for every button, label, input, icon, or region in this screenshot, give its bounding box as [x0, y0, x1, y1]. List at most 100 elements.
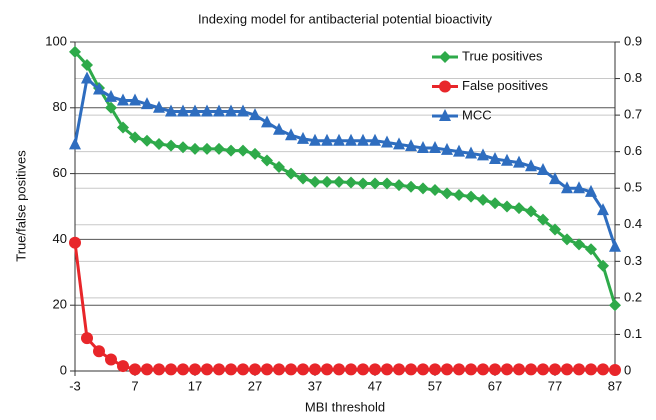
point: [141, 134, 153, 147]
point: [429, 363, 441, 376]
point: [105, 353, 117, 366]
point: [249, 363, 261, 376]
point: [609, 364, 621, 377]
point: [321, 363, 333, 376]
point: [453, 363, 465, 376]
point: [453, 188, 465, 201]
point: [309, 133, 321, 146]
point: [117, 360, 129, 373]
x-tick-label: -3: [69, 378, 81, 393]
y-axis-label: True/false positives: [13, 150, 28, 262]
point: [417, 141, 429, 154]
x-tick-label: 67: [488, 378, 502, 393]
y-tick-label: 60: [53, 165, 67, 180]
point: [165, 363, 177, 376]
point: [153, 137, 165, 150]
x-tick-label: 57: [428, 378, 442, 393]
point: [273, 363, 285, 376]
point: [285, 128, 297, 141]
point: [501, 200, 513, 213]
point: [273, 122, 285, 135]
x-tick-label: 87: [608, 378, 622, 393]
point: [405, 363, 417, 376]
legend-swatch: [439, 51, 451, 63]
point: [357, 363, 369, 376]
legend-label: False positives: [462, 78, 548, 93]
point: [129, 363, 141, 376]
point: [597, 259, 609, 272]
point: [129, 93, 141, 106]
legend-swatch: [439, 109, 451, 121]
point: [525, 159, 537, 172]
point: [201, 363, 213, 376]
point: [549, 223, 561, 236]
point: [417, 363, 429, 376]
point: [609, 239, 621, 252]
y-tick-label: 100: [45, 33, 67, 48]
point: [561, 363, 573, 376]
chart-title: Indexing model for antibacterial potenti…: [198, 11, 493, 26]
point: [189, 363, 201, 376]
x-tick-label: 37: [308, 378, 322, 393]
y2-tick-label: 0.3: [624, 253, 642, 268]
point: [333, 133, 345, 146]
point: [465, 363, 477, 376]
point: [189, 142, 201, 155]
point: [381, 363, 393, 376]
point: [573, 238, 585, 251]
point: [393, 179, 405, 192]
x-tick-label: 27: [248, 378, 262, 393]
point: [213, 142, 225, 155]
point: [165, 104, 177, 117]
y2-tick-label: 0.7: [624, 107, 642, 122]
point: [321, 133, 333, 146]
point: [81, 332, 93, 345]
point: [225, 104, 237, 117]
point: [69, 137, 81, 150]
point: [441, 363, 453, 376]
point: [261, 115, 273, 128]
x-tick-label: 7: [131, 378, 138, 393]
point: [573, 363, 585, 376]
point: [513, 202, 525, 215]
point: [273, 161, 285, 174]
point: [525, 205, 537, 218]
point: [297, 172, 309, 185]
point: [81, 59, 93, 72]
x-tick-label: 77: [548, 378, 562, 393]
point: [153, 100, 165, 113]
point: [525, 363, 537, 376]
y2-tick-label: 0.6: [624, 143, 642, 158]
point: [585, 243, 597, 256]
point: [405, 180, 417, 193]
point: [93, 82, 105, 95]
point: [465, 146, 477, 159]
point: [213, 363, 225, 376]
y2-tick-label: 0.9: [624, 33, 642, 48]
point: [345, 176, 357, 189]
point: [201, 104, 213, 117]
point: [537, 363, 549, 376]
legend-label: True positives: [462, 48, 543, 63]
point: [105, 101, 117, 114]
point: [561, 181, 573, 194]
point: [429, 184, 441, 197]
point: [309, 175, 321, 188]
point: [537, 162, 549, 175]
point: [489, 363, 501, 376]
series-line: [73, 50, 617, 306]
point: [213, 104, 225, 117]
point: [357, 133, 369, 146]
point: [189, 104, 201, 117]
point: [345, 363, 357, 376]
point: [549, 363, 561, 376]
legend-label: MCC: [462, 107, 492, 122]
point: [477, 193, 489, 206]
point: [141, 97, 153, 110]
point: [177, 104, 189, 117]
point: [549, 172, 561, 185]
point: [69, 236, 81, 249]
point: [81, 71, 93, 84]
point: [237, 363, 249, 376]
